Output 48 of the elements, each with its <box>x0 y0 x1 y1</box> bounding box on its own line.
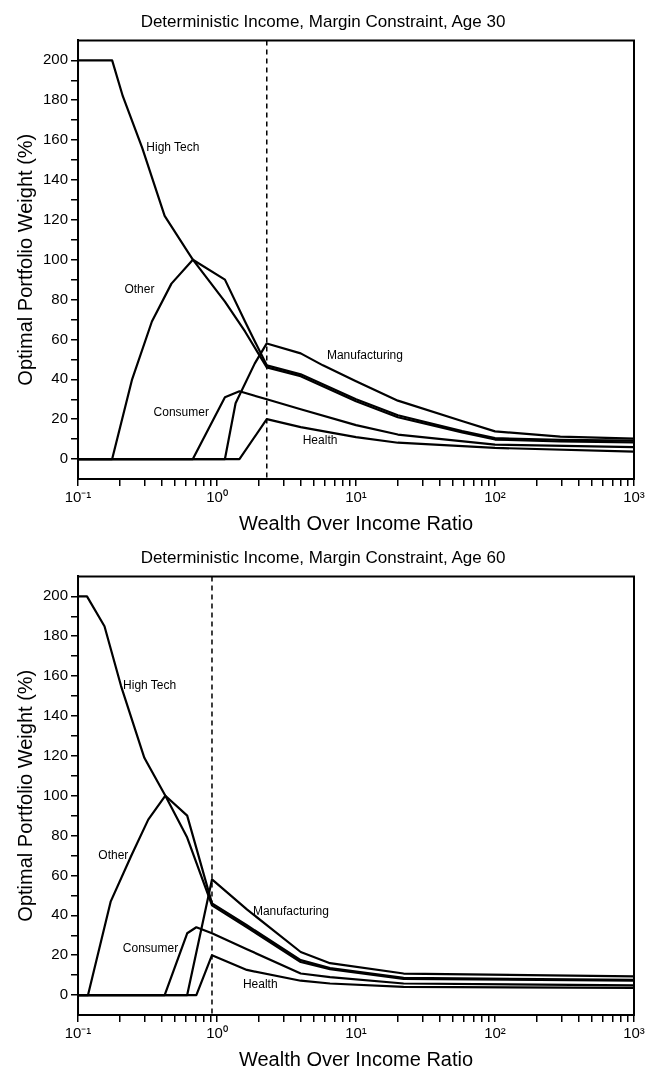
series-label: Health <box>302 433 338 448</box>
x-tick-label: 10⁰ <box>206 488 228 506</box>
chart-title: Deterministic Income, Margin Constraint, Age 60 <box>140 547 506 567</box>
x-tick-label: 10⁰ <box>206 1024 228 1042</box>
y-tick-label: 120 <box>43 745 69 763</box>
y-tick-label: 140 <box>43 170 69 188</box>
y-tick-label: 140 <box>43 706 69 724</box>
x-axis-title: Wealth Over Income Ratio <box>238 1047 474 1070</box>
x-tick-label: 10² <box>484 1024 506 1042</box>
series-label: Consumer <box>122 940 179 955</box>
y-tick-label: 60 <box>51 329 69 347</box>
y-tick-label: 180 <box>43 626 69 644</box>
y-tick-label: 40 <box>51 369 69 387</box>
y-tick-label: 20 <box>51 945 69 963</box>
x-axis-title: Wealth Over Income Ratio <box>238 511 474 534</box>
x-tick-label: 10¹ <box>345 1024 367 1042</box>
chart-title: Deterministic Income, Margin Constraint, Age 30 <box>140 11 506 31</box>
x-tick-label: 10¹ <box>345 488 367 506</box>
x-tick-label: 10⁻¹ <box>64 1024 92 1042</box>
series-label: Consumer <box>153 404 209 419</box>
y-tick-label: 80 <box>51 825 69 843</box>
y-tick-label: 0 <box>59 449 69 467</box>
y-axis-title: Optimal Portfolio Weight (%) <box>13 133 36 386</box>
x-tick-label: 10² <box>484 488 506 506</box>
y-tick-label: 180 <box>43 90 69 108</box>
y-tick-label: 0 <box>59 985 69 1003</box>
series-label: Health <box>242 977 278 992</box>
y-tick-label: 40 <box>51 905 69 923</box>
x-tick-label: 10³ <box>623 1024 645 1042</box>
y-axis-title: Optimal Portfolio Weight (%) <box>13 669 36 922</box>
y-tick-label: 60 <box>51 865 69 883</box>
y-tick-label: 160 <box>43 666 69 684</box>
x-tick-label: 10⁻¹ <box>64 488 92 506</box>
y-tick-label: 100 <box>43 785 69 803</box>
series-label: High Tech <box>123 678 177 693</box>
y-tick-label: 160 <box>43 130 69 148</box>
y-tick-label: 100 <box>43 249 69 267</box>
x-tick-label: 10³ <box>623 488 645 506</box>
series-label: Other <box>124 281 155 296</box>
y-tick-label: 200 <box>43 50 69 68</box>
y-tick-label: 200 <box>43 586 69 604</box>
series-label: High Tech <box>146 140 200 155</box>
series-label: Other <box>98 847 129 862</box>
y-tick-label: 20 <box>51 409 69 427</box>
series-label: Manufacturing <box>252 903 329 918</box>
y-tick-label: 120 <box>43 209 69 227</box>
y-tick-label: 80 <box>51 289 69 307</box>
series-label: Manufacturing <box>326 347 403 362</box>
